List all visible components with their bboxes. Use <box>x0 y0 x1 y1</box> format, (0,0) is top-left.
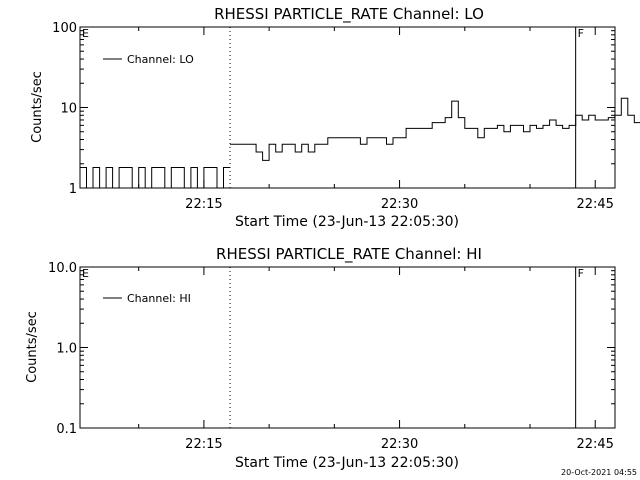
panel-hi-x-axis-label: Start Time (23-Jun-13 22:05:30) <box>235 455 459 471</box>
series-line <box>80 167 230 189</box>
x-tick-label: 22:30 <box>381 197 418 212</box>
event-marker-label: E <box>82 267 89 280</box>
event-marker-label: F <box>578 267 584 280</box>
panel-hi: RHESSI PARTICLE_RATE Channel: HI Counts/… <box>25 245 616 471</box>
panel-hi-legend-label: Channel: HI <box>127 292 191 305</box>
panel-lo: RHESSI PARTICLE_RATE Channel: LO Counts/… <box>30 5 640 230</box>
panel-lo-x-axis-label: Start Time (23-Jun-13 22:05:30) <box>235 214 459 230</box>
panel-lo-legend: Channel: LO <box>103 53 194 66</box>
x-tick-label: 22:30 <box>381 437 418 452</box>
generation-timestamp: 20-Oct-2021 04:55 <box>561 468 637 477</box>
plot-frame <box>79 26 616 189</box>
panel-lo-legend-label: Channel: LO <box>127 53 194 66</box>
panel-hi-y-axis-label: Counts/sec <box>25 311 40 383</box>
panel-hi-legend: Channel: HI <box>103 292 191 305</box>
x-tick-label: 22:15 <box>185 437 222 452</box>
event-marker-label: E <box>82 27 89 40</box>
x-tick-label: 22:45 <box>576 197 613 212</box>
series-line <box>230 97 640 161</box>
y-tick-label: 1.0 <box>56 342 77 357</box>
y-tick-label: 10.0 <box>48 261 77 276</box>
event-marker-label: F <box>578 27 584 40</box>
x-tick-label: 22:15 <box>185 197 222 212</box>
panel-lo-y-axis-label: Counts/sec <box>30 71 45 143</box>
panel-lo-title: RHESSI PARTICLE_RATE Channel: LO <box>214 5 484 24</box>
panel-hi-title: RHESSI PARTICLE_RATE Channel: HI <box>216 245 482 264</box>
y-tick-label: 1 <box>69 182 77 197</box>
x-tick-label: 22:45 <box>576 437 613 452</box>
panel-hi-plot-area: 0.11.010.022:1522:3022:4523:0023:1523:30… <box>48 261 616 452</box>
panel-lo-plot-area: 11010022:1522:3022:4523:0023:1523:3023:4… <box>52 21 640 212</box>
y-tick-label: 10 <box>60 102 77 117</box>
y-tick-label: 100 <box>52 21 77 36</box>
y-tick-label: 0.1 <box>56 422 77 437</box>
